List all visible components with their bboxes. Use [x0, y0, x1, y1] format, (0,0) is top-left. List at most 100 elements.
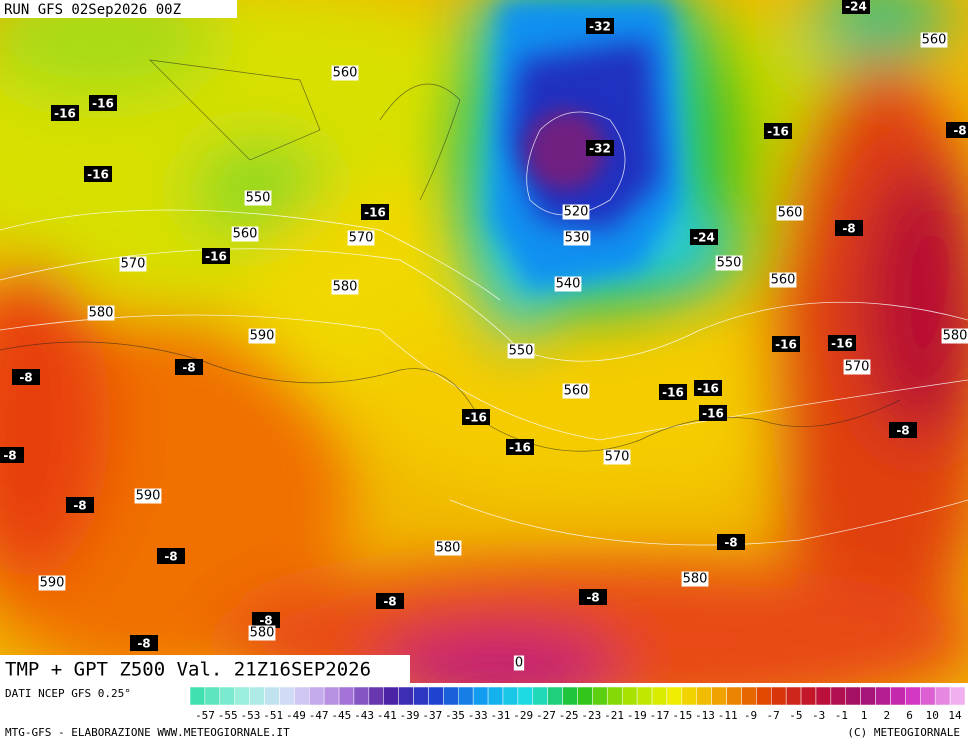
temperature-label: -8 [3, 449, 16, 463]
colorbar-swatch [621, 686, 638, 706]
colorbar-swatch [532, 686, 548, 706]
height-label: 590 [250, 329, 275, 344]
temperature-label-box [175, 359, 203, 375]
height-label: 550 [717, 256, 742, 271]
colorbar-swatch [189, 686, 206, 706]
colorbar-swatch [234, 686, 250, 706]
colorbar-label: -47 [309, 709, 329, 722]
temperature-label: -8 [164, 550, 177, 564]
temperature-label: -16 [92, 97, 114, 111]
colorbar-swatch [934, 686, 951, 706]
temperature-label: -16 [205, 250, 227, 264]
colorbar-label: 1 [861, 709, 868, 722]
colorbar-label: -7 [767, 709, 780, 722]
colorbar-label: 6 [906, 709, 913, 722]
temperature-label: -16 [54, 107, 76, 121]
colorbar-swatch [219, 686, 235, 706]
colorbar-label: -41 [377, 709, 397, 722]
temperature-label: -8 [896, 424, 909, 438]
credit-right: (C) METEOGIORNALE [847, 726, 960, 739]
height-label: 560 [771, 273, 796, 288]
height-label-box [231, 226, 259, 242]
temperature-label: -8 [259, 614, 272, 628]
temperature-label-box [828, 335, 856, 351]
height-label: 580 [89, 306, 114, 321]
title-box [0, 655, 410, 683]
height-label: 550 [509, 344, 534, 359]
temperature-label: -32 [589, 20, 611, 34]
temperature-label: -16 [775, 338, 797, 352]
height-label-box [843, 359, 871, 375]
temperature-label: -16 [509, 441, 531, 455]
colorbar-label: -29 [513, 709, 533, 722]
height-label: 570 [349, 231, 374, 246]
temperature-label-box [659, 384, 687, 400]
colorbar-swatch [756, 686, 772, 706]
colorbar-label: -5 [789, 709, 802, 722]
colorbar-label: -33 [468, 709, 488, 722]
height-label: 580 [436, 541, 461, 556]
temperature-label: -8 [73, 499, 86, 513]
colorbar-swatch [815, 686, 832, 706]
temperature-label: -16 [702, 407, 724, 421]
colorbar-label: -23 [581, 709, 601, 722]
temperature-label-box [694, 380, 722, 396]
temperature-label-box [0, 447, 24, 463]
height-label-box [513, 655, 525, 671]
temperature-label: -8 [19, 371, 32, 385]
colorbar-swatch [711, 686, 727, 706]
temperature-label-box [462, 409, 490, 425]
colorbar-swatch [353, 686, 370, 706]
colorbar-swatch [845, 686, 861, 706]
colorbar-swatch [428, 686, 444, 706]
colorbar-label: -1 [835, 709, 848, 722]
height-label: 580 [943, 329, 968, 344]
colorbar-label: -21 [604, 709, 624, 722]
colorbar-swatch [905, 686, 921, 706]
colorbar-swatch [696, 686, 712, 706]
temperature-label-box [772, 336, 800, 352]
height-label: 560 [233, 227, 258, 242]
height-label-box [562, 383, 590, 399]
temperature-label: -16 [87, 168, 109, 182]
height-label-box [715, 255, 743, 271]
colorbar-swatch [472, 686, 489, 706]
colorbar-swatch [681, 686, 697, 706]
temperature-label-box [51, 105, 79, 121]
credit-left: MTG-GFS - ELABORAZIONE WWW.METEOGIORNALE… [5, 726, 290, 739]
height-label: 0 [515, 656, 523, 671]
colorbar-swatch [204, 686, 221, 706]
colorbar-label: -3 [812, 709, 825, 722]
temperature-label-box [842, 0, 870, 14]
colorbar-swatch [547, 686, 563, 706]
height-label-box [331, 279, 359, 295]
map-title: TMP + GPT Z500 Val. 21Z16SEP2026 [5, 659, 371, 681]
run-label: RUN GFS 02Sep2026 00Z [4, 2, 181, 18]
colorbar-label: -13 [695, 709, 715, 722]
temperature-label-box [889, 422, 917, 438]
colorbar-swatch [398, 686, 414, 706]
temperature-label: -8 [953, 124, 966, 138]
temperature-label: -16 [767, 125, 789, 139]
height-label: 540 [556, 277, 581, 292]
temperature-label: -16 [831, 337, 853, 351]
temperature-label: -8 [137, 637, 150, 651]
colorbar-label: 2 [884, 709, 891, 722]
temperature-label-box [89, 95, 117, 111]
colorbar-swatch [890, 686, 906, 706]
map-field [0, 0, 968, 683]
temperature-label: -8 [586, 591, 599, 605]
height-label: 590 [40, 576, 65, 591]
temperature-label: -8 [724, 536, 737, 550]
temperature-label: -24 [693, 231, 715, 245]
temperature-label-box [764, 123, 792, 139]
temperature-label-box [586, 18, 614, 34]
height-label-box [347, 230, 375, 246]
colorbar-label: -37 [422, 709, 442, 722]
colorbar-swatch [785, 686, 802, 706]
temperature-label-box [717, 534, 745, 550]
colorbar-swatch [413, 686, 429, 706]
colorbar-label: -45 [331, 709, 351, 722]
colorbar-swatch [771, 686, 787, 706]
temperature-label-box [690, 229, 718, 245]
